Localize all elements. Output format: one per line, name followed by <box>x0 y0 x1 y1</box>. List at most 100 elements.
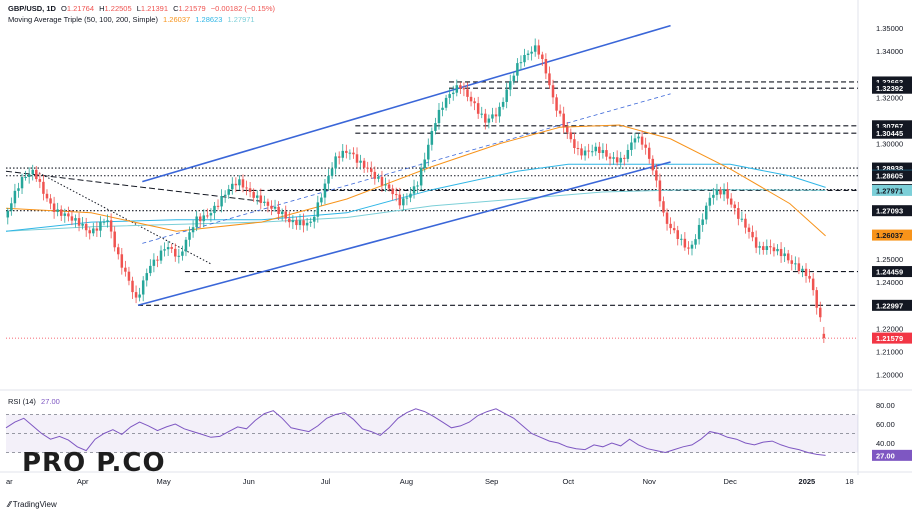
candle-body <box>466 89 469 97</box>
time-tick-10: 2025 <box>799 477 816 486</box>
price-label-bg-4 <box>872 162 912 174</box>
candle-body <box>633 138 637 143</box>
candle-body <box>373 171 377 179</box>
candle-body <box>259 195 263 203</box>
channel-line-1 <box>137 161 671 307</box>
candle-body <box>551 85 555 98</box>
candle-body <box>380 176 384 186</box>
candle-body <box>555 97 558 111</box>
candle-body <box>31 169 34 175</box>
candle-body <box>765 246 769 250</box>
trendline-0 <box>5 170 262 202</box>
ma100-value: 1.28623 <box>195 15 223 24</box>
candle-body <box>334 156 337 169</box>
candle-body <box>712 194 715 198</box>
candle-body <box>149 265 152 274</box>
price-label-bg-3 <box>872 127 912 139</box>
candle-body <box>704 205 708 220</box>
rsi-legend[interactable]: RSI (14) 27.00 <box>8 397 63 406</box>
candle-body <box>801 268 804 272</box>
candle-body <box>669 223 672 229</box>
price-tick-9: 1.21000 <box>876 347 903 356</box>
chart-header: GBP/USD, 1D O1.21764 H1.22505 L1.21391 C… <box>8 4 278 13</box>
candle-body <box>590 151 594 153</box>
candle-body <box>323 183 327 198</box>
candle-body <box>270 205 273 209</box>
candle-body <box>708 197 712 206</box>
price-label-bg-6 <box>872 170 912 182</box>
candle-body <box>288 218 291 223</box>
candle-body <box>697 224 701 240</box>
candle-body <box>658 180 662 202</box>
candle-body <box>273 206 277 209</box>
candle-body <box>544 59 548 74</box>
candle-body <box>387 184 391 189</box>
candle-body <box>120 254 124 268</box>
candle-body <box>45 193 49 199</box>
rsi-label: RSI (14) <box>8 397 36 406</box>
price-label-6: 1.28605 <box>876 172 903 181</box>
candle-body <box>690 244 694 249</box>
candle-body <box>127 271 131 281</box>
candle-body <box>480 113 483 115</box>
price-label-10: 1.26037 <box>876 231 903 240</box>
candle-body <box>505 89 508 102</box>
candle-body <box>166 247 170 250</box>
candle-body <box>266 201 270 206</box>
candle-body <box>797 263 801 272</box>
trendline-1 <box>35 170 211 265</box>
candle-body <box>576 147 580 149</box>
indicator-name: Moving Average Triple (50, 100, 200, Sim… <box>8 15 158 24</box>
candle-body <box>88 230 91 234</box>
time-tick-3: Jun <box>243 477 255 486</box>
candle-body <box>630 142 633 150</box>
candle-body <box>623 157 626 159</box>
candle-body <box>583 150 587 156</box>
candle-body <box>316 202 320 217</box>
candle-body <box>640 136 644 145</box>
candle-body <box>313 216 316 222</box>
candle-body <box>13 190 17 204</box>
candle-body <box>117 247 120 255</box>
rsi-line <box>5 408 826 456</box>
candle-body <box>811 278 815 291</box>
time-tick-2: May <box>157 477 171 486</box>
candle-body <box>626 149 630 159</box>
candle-body <box>359 160 362 163</box>
candle-body <box>437 109 441 124</box>
ma50-value: 1.26037 <box>163 15 191 24</box>
candle-body <box>416 185 419 187</box>
candle-body <box>598 146 601 153</box>
candle-body <box>355 154 359 163</box>
candle-body <box>42 181 45 194</box>
price-label-bg-8 <box>872 184 912 196</box>
candle-body <box>455 85 459 93</box>
candle-body <box>462 88 466 90</box>
candle-body <box>56 209 59 212</box>
candle-body <box>248 188 252 192</box>
candle-body <box>587 150 590 152</box>
candle-body <box>469 96 473 102</box>
candle-body <box>498 106 501 117</box>
candle-body <box>394 194 398 196</box>
candle-body <box>680 238 683 240</box>
channel-line-0 <box>142 24 671 183</box>
time-tick-7: Oct <box>562 477 575 486</box>
candle-body <box>81 223 84 226</box>
tradingview-brand[interactable]: ⁄⁄ TradingView <box>8 500 57 509</box>
rsi-last-bg <box>872 449 912 461</box>
candle-body <box>409 193 412 198</box>
indicator-legend[interactable]: Moving Average Triple (50, 100, 200, Sim… <box>8 15 258 24</box>
ohlc-l: L1.21391 <box>136 4 169 13</box>
price-label-11: 1.24459 <box>876 268 903 277</box>
candle-body <box>459 85 462 89</box>
candle-body <box>298 220 302 226</box>
candle-body <box>227 189 230 195</box>
candle-body <box>252 191 255 198</box>
candle-body <box>213 205 216 214</box>
candle-body <box>280 211 284 214</box>
candle-body <box>662 201 665 213</box>
price-label-bg-0 <box>872 76 912 88</box>
candle-body <box>687 247 690 249</box>
